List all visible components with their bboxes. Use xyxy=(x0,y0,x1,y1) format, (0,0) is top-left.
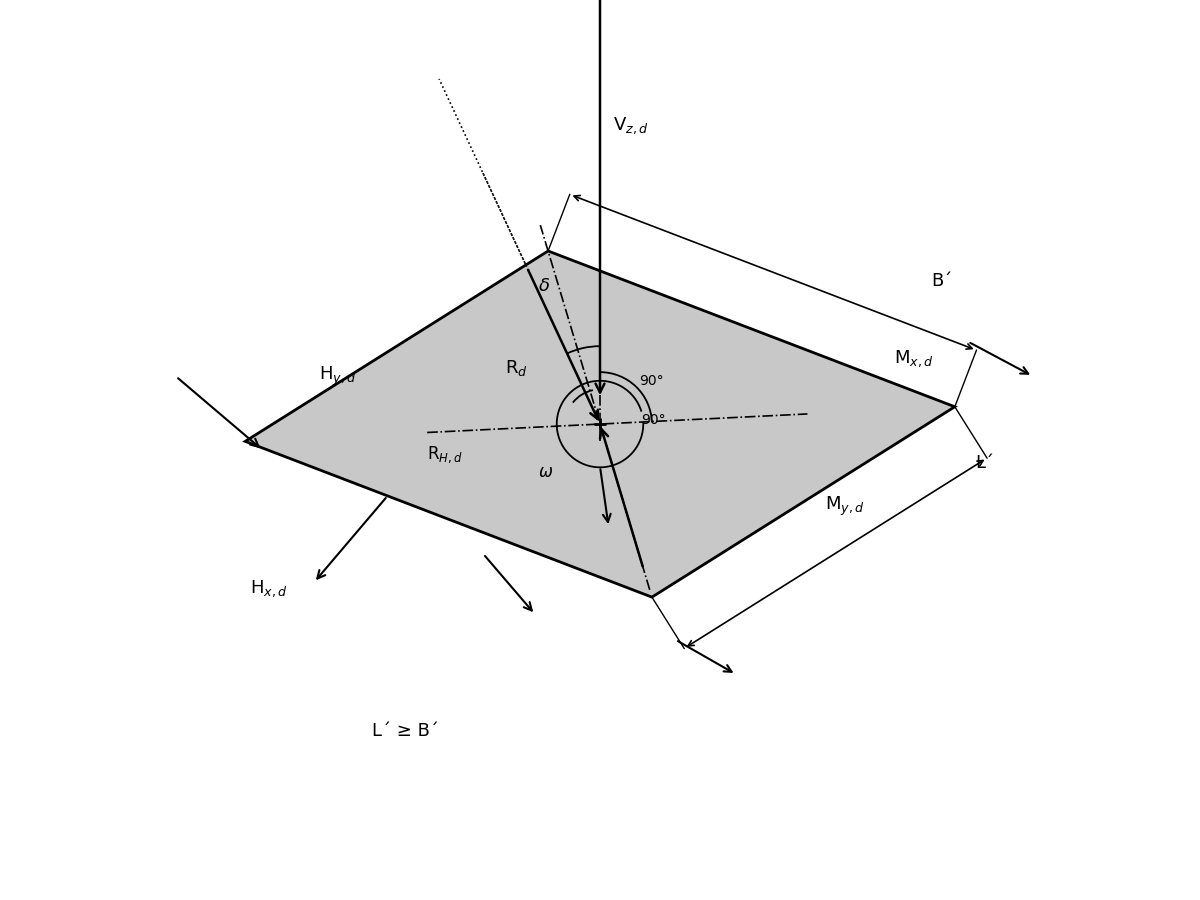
Text: M$_{y,d}$: M$_{y,d}$ xyxy=(824,495,865,518)
Text: L´: L´ xyxy=(976,454,995,472)
Polygon shape xyxy=(245,251,955,597)
Text: H$_{y,d}$: H$_{y,d}$ xyxy=(319,364,356,388)
Text: B´: B´ xyxy=(931,273,953,291)
Text: R$_d$: R$_d$ xyxy=(505,358,528,378)
Text: H$_{x,d}$: H$_{x,d}$ xyxy=(250,578,287,599)
Text: $\omega$: $\omega$ xyxy=(538,463,553,481)
Text: 90°: 90° xyxy=(642,413,666,427)
Text: M$_{x,d}$: M$_{x,d}$ xyxy=(894,349,934,370)
Text: L´ ≥ B´: L´ ≥ B´ xyxy=(372,723,439,741)
Text: $\delta$: $\delta$ xyxy=(538,276,550,294)
Text: 90°: 90° xyxy=(638,374,664,388)
Text: V$_{z,d}$: V$_{z,d}$ xyxy=(613,115,649,136)
Text: R$_{H,d}$: R$_{H,d}$ xyxy=(427,444,463,464)
